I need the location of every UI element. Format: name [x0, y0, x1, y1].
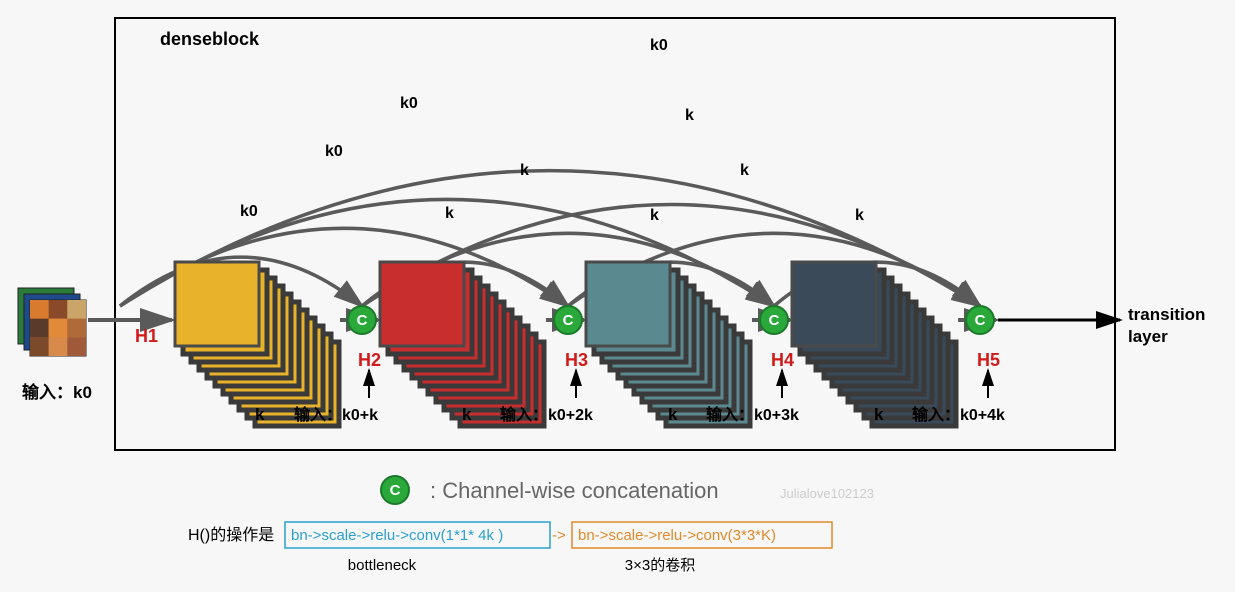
arc-label: k: [445, 205, 454, 222]
k-label: k: [255, 405, 265, 424]
arc-label: k: [740, 162, 749, 179]
k-label: k: [668, 405, 678, 424]
h-label: H5: [977, 350, 1000, 370]
arc-label: k0: [325, 143, 343, 160]
arc-label: k0: [650, 37, 668, 54]
k-label: k: [462, 405, 472, 424]
conv3x3-sub: 3×3的卷积: [625, 557, 695, 574]
svg-text:C: C: [357, 312, 368, 329]
denseblock-title: denseblock: [160, 29, 260, 49]
bottleneck-sub: bottleneck: [348, 557, 417, 574]
arc-label: k: [855, 207, 864, 224]
arc-label: k: [650, 207, 659, 224]
k-label: k: [874, 405, 884, 424]
watermark: Julialove102123: [780, 486, 874, 501]
formula-arrow: ->: [552, 527, 566, 544]
svg-text:C: C: [975, 312, 986, 329]
arc-label: k: [520, 162, 529, 179]
concat-input-label: 输入：k0+2k: [500, 405, 593, 424]
transition-label: layer: [1128, 327, 1168, 346]
input-image-front: [30, 300, 86, 356]
input-label: 输入：k0: [22, 382, 92, 402]
svg-text:C: C: [563, 312, 574, 329]
concat-input-label: 输入：k0+k: [294, 405, 378, 424]
h-label: H1: [135, 326, 158, 346]
denseblock-diagram: denseblock k0 k0 k0 k0 k k k k k k 输入：k0 C C C C H1 H2 H3 H…: [0, 0, 1235, 592]
conv3x3-text: bn->scale->relu->conv(3*3*K): [578, 527, 776, 544]
arc-label: k0: [240, 203, 258, 220]
concat-input-label: 输入：k0+4k: [912, 405, 1005, 424]
transition-label: transition: [1128, 305, 1205, 324]
h-label: H4: [771, 350, 794, 370]
concat-input-label: 输入：k0+3k: [706, 405, 799, 424]
bottleneck-text: bn->scale->relu->conv(1*1* 4k ): [291, 527, 503, 544]
arc-label: k: [685, 107, 694, 124]
h-label: H2: [358, 350, 381, 370]
h-label: H3: [565, 350, 588, 370]
formula-prefix: H()的操作是: [188, 526, 274, 544]
legend-text: : Channel-wise concatenation: [430, 478, 719, 503]
svg-text:C: C: [769, 312, 780, 329]
arc-label: k0: [400, 95, 418, 112]
svg-text:C: C: [390, 482, 401, 499]
